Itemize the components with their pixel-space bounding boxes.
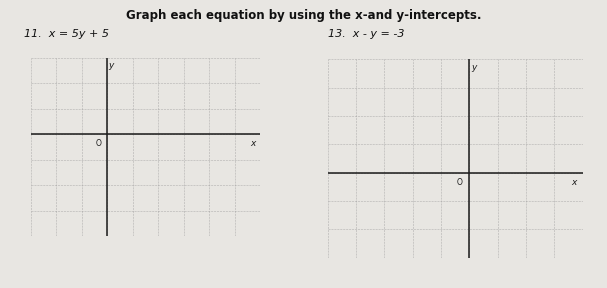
Text: x: x bbox=[572, 178, 577, 187]
Text: O: O bbox=[95, 139, 101, 147]
Text: O: O bbox=[456, 178, 463, 187]
Text: 11.  x = 5y + 5: 11. x = 5y + 5 bbox=[24, 29, 109, 39]
Text: y: y bbox=[109, 61, 114, 70]
Text: 13.  x - y = -3: 13. x - y = -3 bbox=[328, 29, 404, 39]
Text: x: x bbox=[250, 139, 256, 147]
Text: y: y bbox=[471, 63, 476, 72]
Text: Graph each equation by using the x-and y-intercepts.: Graph each equation by using the x-and y… bbox=[126, 9, 481, 22]
